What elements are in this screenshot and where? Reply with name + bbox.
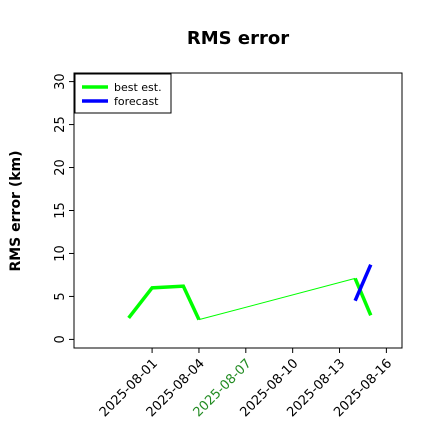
legend-label-best-est: best est. bbox=[114, 81, 162, 94]
y-tick-label: 5 bbox=[53, 292, 68, 300]
y-axis-label: RMS error (km) bbox=[8, 150, 24, 271]
series-line-best-est bbox=[127, 284, 201, 321]
chart-title: RMS error bbox=[187, 28, 289, 49]
series-line-forecast bbox=[353, 263, 373, 302]
y-tick-label: 0 bbox=[53, 335, 68, 343]
legend-label-forecast: forecast bbox=[114, 95, 159, 108]
legend: best est. forecast bbox=[74, 73, 172, 114]
y-tick-label: 20 bbox=[53, 159, 68, 176]
y-tick-label: 15 bbox=[53, 202, 68, 219]
series-line-best-est bbox=[198, 277, 356, 321]
y-tick-label: 25 bbox=[53, 116, 68, 133]
plot-area bbox=[73, 72, 403, 349]
legend-box bbox=[74, 73, 172, 114]
y-tick-label: 30 bbox=[53, 73, 68, 90]
y-tick-label: 10 bbox=[53, 245, 68, 262]
series-lines bbox=[127, 263, 373, 321]
series-line-best-est bbox=[353, 277, 373, 317]
axes: 0510152025302025-08-012025-08-042025-08-… bbox=[53, 73, 395, 420]
